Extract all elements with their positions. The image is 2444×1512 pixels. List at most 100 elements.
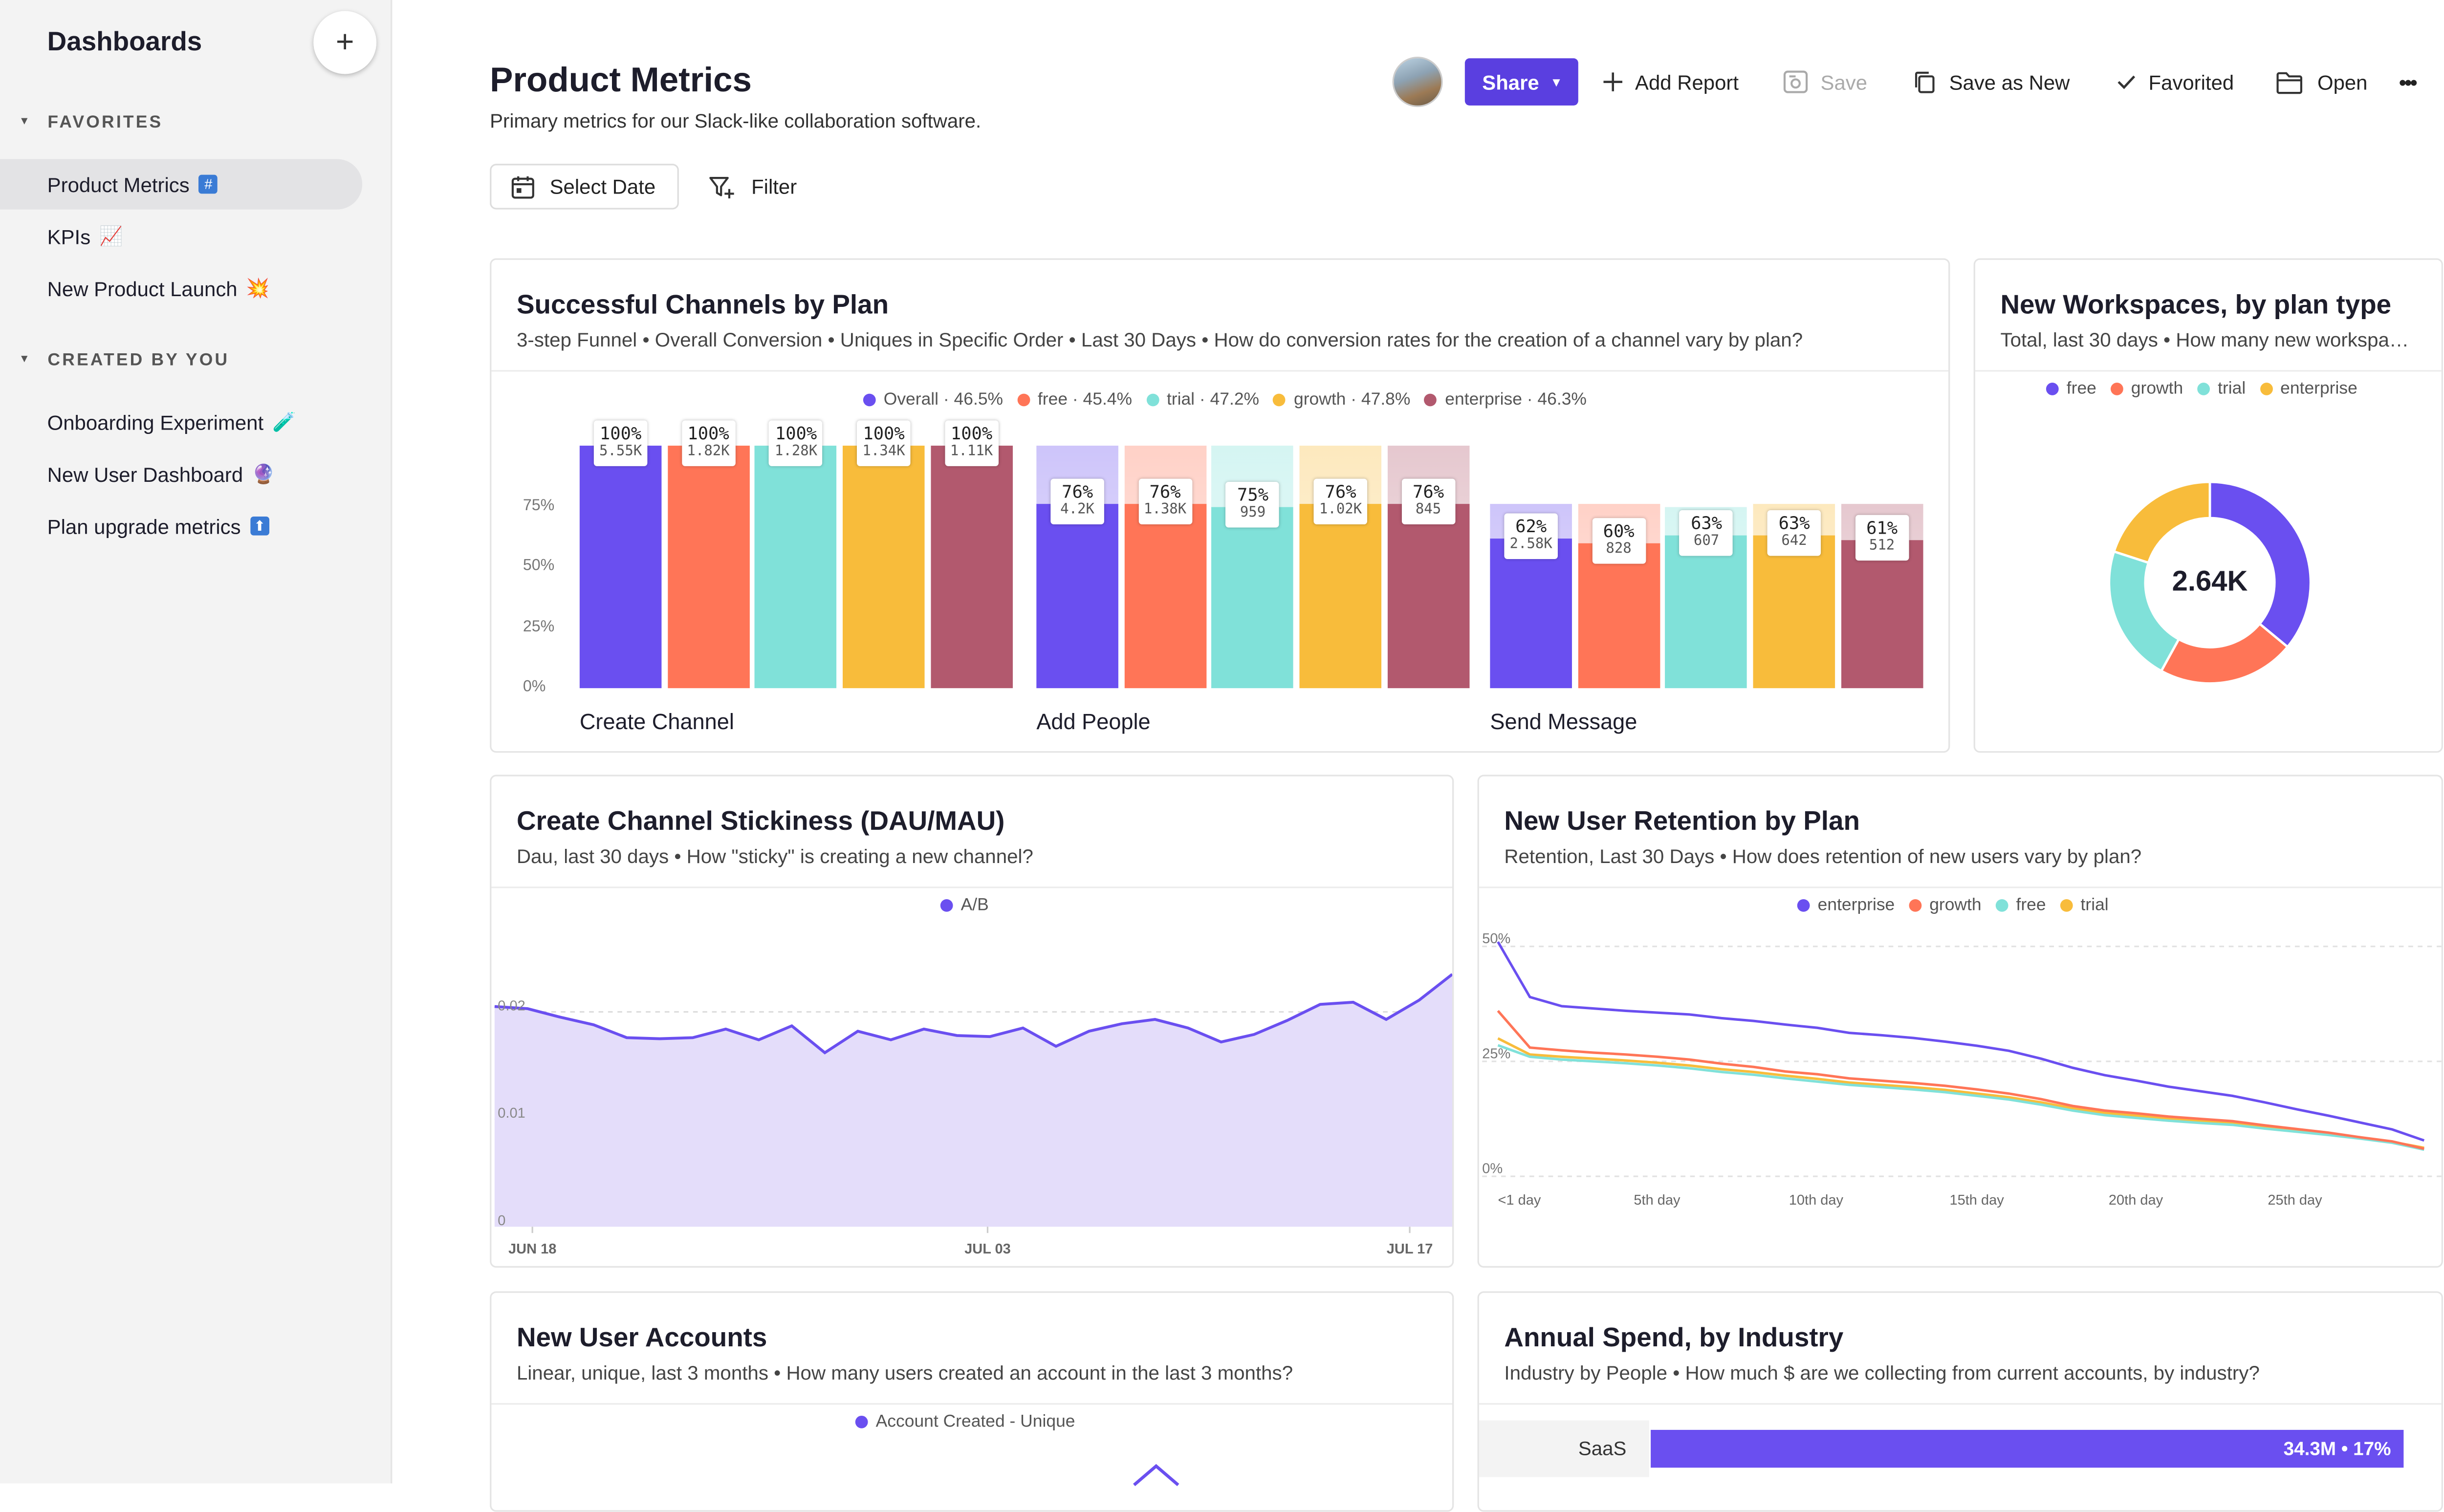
test-tube-emoji-icon: 🧪 (272, 411, 296, 433)
legend-item[interactable]: A/B (940, 896, 989, 915)
legend-dot-icon (1273, 393, 1286, 407)
favorited-button[interactable]: Favorited (2117, 70, 2234, 94)
donut-chart[interactable] (1975, 433, 2443, 748)
open-button[interactable]: Open (2276, 70, 2368, 94)
legend-label: A/B (960, 896, 989, 915)
y-axis-tick-label: 0.02 (498, 998, 525, 1014)
funnel-bar-Overall[interactable] (579, 445, 662, 689)
legend-item[interactable]: growth (2110, 380, 2183, 398)
funnel-bar-trial[interactable] (1665, 535, 1747, 689)
legend-item[interactable]: Overall · 46.5% (863, 390, 1003, 410)
legend-item[interactable]: enterprise (2260, 380, 2357, 398)
funnel-bar-enterprise[interactable] (1841, 540, 1923, 689)
more-options-button[interactable]: ••• (2399, 70, 2417, 93)
toolbar: Share ▼ Add Report Save Save as New Favor… (1392, 57, 2417, 108)
legend-item[interactable]: growth · 47.8% (1273, 390, 1410, 410)
spend-bar-saas[interactable]: 34.3M • 17% (1651, 1429, 2404, 1468)
funnel-bar-free[interactable] (1124, 504, 1206, 689)
donut-slice-free[interactable] (2208, 480, 2312, 649)
funnel-bar-Overall[interactable] (1490, 538, 1572, 689)
legend-item[interactable]: Account Created - Unique (855, 1412, 1075, 1431)
legend-label: enterprise · 46.3% (1445, 390, 1587, 410)
funnel-bar-growth[interactable] (1753, 535, 1835, 689)
legend-item[interactable]: enterprise (1797, 896, 1895, 915)
created-section-toggle[interactable]: ▼ CREATED BY YOU (19, 351, 230, 370)
y-axis-tick-label: 50% (523, 557, 555, 575)
card-title: New User Accounts (516, 1322, 767, 1353)
legend-item[interactable]: enterprise · 46.3% (1424, 390, 1587, 410)
divider (491, 886, 1453, 888)
collision-emoji-icon: 💥 (246, 277, 270, 300)
legend-item[interactable]: trial (2197, 380, 2246, 398)
page-description: Primary metrics for our Slack-like colla… (490, 110, 982, 132)
sidebar-item-label: Product Metrics (47, 172, 190, 196)
legend-item[interactable]: free · 45.4% (1017, 390, 1132, 410)
share-button[interactable]: Share ▼ (1464, 58, 1579, 106)
y-axis-tick-label: 0% (1482, 1161, 1503, 1177)
funnel-bar-badge: 63% 607 (1680, 510, 1733, 556)
add-report-button[interactable]: Add Report (1603, 70, 1739, 94)
check-icon (2117, 74, 2136, 89)
accounts-card[interactable]: New User Accounts Linear, unique, last 3… (490, 1291, 1454, 1512)
workspaces-card[interactable]: New Workspaces, by plan type Total, last… (1973, 258, 2443, 753)
favorites-section-toggle[interactable]: ▼ FAVORITES (19, 113, 163, 132)
add-dashboard-button[interactable]: + (313, 11, 377, 74)
legend-item[interactable]: trial (2060, 896, 2109, 915)
avatar[interactable] (1392, 57, 1443, 108)
funnel-bar-trial[interactable] (755, 445, 837, 689)
y-axis-tick-label: 75% (523, 497, 555, 515)
spend-row-label: SaaS (1578, 1438, 1627, 1460)
funnel-bar-free[interactable] (1577, 542, 1660, 689)
badge-count: 5.55K (599, 444, 642, 460)
sidebar-item-kpis[interactable]: KPIs 📈 (0, 211, 362, 261)
sidebar-item-label: New User Dashboard (47, 462, 243, 486)
funnel-bar-badge: 61% 512 (1855, 515, 1909, 561)
badge-percent: 100% (599, 423, 642, 444)
funnel-card[interactable]: Successful Channels by Plan 3-step Funne… (490, 258, 1950, 753)
legend-item[interactable]: free (2046, 380, 2096, 398)
funnel-bar-growth[interactable] (1299, 504, 1382, 689)
donut-slice-growth[interactable] (2160, 622, 2290, 685)
funnel-bar-Overall[interactable] (1036, 504, 1118, 689)
chart-legend: free growth trial enterprise (2046, 380, 2372, 398)
sidebar-item-onboarding-experiment[interactable]: Onboarding Experiment 🧪 (0, 397, 362, 447)
select-date-button[interactable]: Select Date (490, 164, 679, 210)
stickiness-card[interactable]: Create Channel Stickiness (DAU/MAU) Dau,… (490, 775, 1454, 1268)
badge-percent: 76% (1325, 481, 1356, 502)
funnel-bar-badge: 63% 642 (1767, 510, 1821, 556)
funnel-bar-enterprise[interactable] (1387, 504, 1469, 689)
sidebar: Dashboards + ▼ FAVORITES Product Metrics #… (0, 0, 393, 1484)
line-chart[interactable]: 50%25%0%<1 day 5th day 10th day 15th day 20t… (1479, 777, 2443, 1268)
favorites-label: FAVORITES (47, 113, 163, 132)
legend-item[interactable]: free (1995, 896, 2046, 915)
badge-percent: 75% (1237, 484, 1269, 505)
funnel-bar-growth[interactable] (843, 445, 925, 689)
sidebar-item-new-user-dashboard[interactable]: New User Dashboard 🔮 (0, 449, 362, 499)
card-title: Annual Spend, by Industry (1504, 1322, 1844, 1353)
funnel-bar-trial[interactable] (1212, 506, 1294, 689)
retention-card[interactable]: New User Retention by Plan Retention, La… (1477, 775, 2443, 1268)
funnel-bar-badge: 76% 845 (1401, 478, 1455, 524)
series-line-ab (494, 973, 1453, 1055)
series-line-trial (1497, 1037, 2424, 1149)
badge-percent: 76% (1062, 481, 1093, 502)
sidebar-item-plan-upgrade-metrics[interactable]: Plan upgrade metrics ⬆ (0, 501, 362, 551)
legend-item[interactable]: growth (1909, 896, 1982, 915)
save-as-new-button[interactable]: Save as New (1915, 70, 2070, 94)
calendar-icon (510, 174, 536, 199)
legend-dot-icon (863, 393, 876, 407)
save-button[interactable]: Save (1783, 69, 1867, 95)
funnel-bar-free[interactable] (667, 445, 749, 689)
badge-count: 2.58K (1509, 536, 1552, 552)
sidebar-item-new-product-launch[interactable]: New Product Launch 💥 (0, 263, 362, 313)
series-line-enterprise (1497, 941, 2425, 1142)
legend-item[interactable]: trial · 47.2% (1146, 390, 1259, 410)
spend-card[interactable]: Annual Spend, by Industry Industry by Pe… (1477, 1291, 2443, 1512)
donut-slice-enterprise[interactable] (2112, 480, 2211, 564)
funnel-bar-enterprise[interactable] (930, 445, 1013, 689)
sidebar-item-product-metrics[interactable]: Product Metrics # (0, 159, 363, 210)
funnel-bar-badge: 76% 1.02K (1313, 478, 1368, 524)
line-chart-partial[interactable] (491, 1293, 1454, 1512)
filter-button[interactable]: Filter (709, 164, 797, 209)
